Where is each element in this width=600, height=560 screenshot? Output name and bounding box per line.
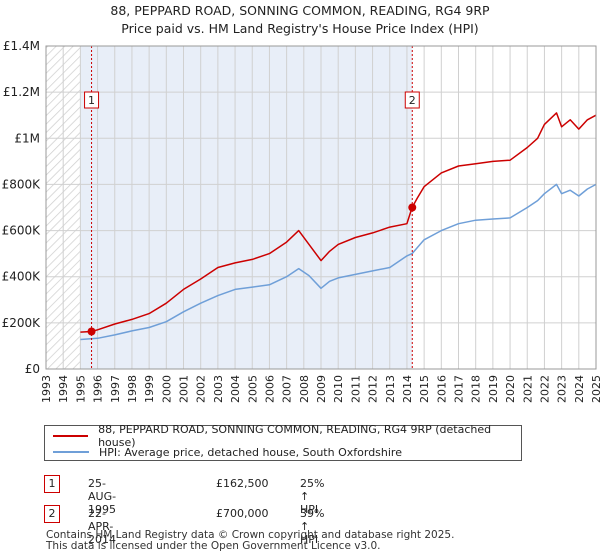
property-price-line xyxy=(80,112,597,333)
x-tick-label: 2009 xyxy=(315,375,328,403)
y-tick-label: £400K xyxy=(2,270,42,284)
y-tick-label: £200K xyxy=(2,316,42,330)
y-tick-label: £1.2M xyxy=(3,85,40,99)
x-tick-label: 2002 xyxy=(195,375,208,403)
legend-label-hpi: HPI: Average price, detached house, Sout… xyxy=(99,445,402,459)
legend-item-hpi: HPI: Average price, detached house, Sout… xyxy=(53,444,402,460)
hpi-line xyxy=(80,183,597,341)
x-tick-label: 2016 xyxy=(435,375,448,403)
legend-item-property: 88, PEPPARD ROAD, SONNING COMMON, READIN… xyxy=(53,423,521,449)
x-tick-label: 2004 xyxy=(229,375,242,403)
transaction-badge: 2 xyxy=(44,505,60,523)
transaction-marker-label: 1 xyxy=(88,94,95,107)
legend-swatch-property xyxy=(53,435,89,437)
y-tick-label: £1.4M xyxy=(3,39,40,53)
x-tick-label: 2008 xyxy=(298,375,311,403)
x-tick-label: 1997 xyxy=(109,375,122,403)
x-tick-label: 2020 xyxy=(504,375,517,403)
x-tick-label: 2010 xyxy=(332,375,345,403)
x-tick-label: 2018 xyxy=(470,375,483,403)
transaction-marker-box xyxy=(84,91,100,109)
copyright-footer: Contains HM Land Registry data © Crown c… xyxy=(46,530,454,552)
x-tick-label: 2019 xyxy=(487,375,500,403)
x-tick-label: 2003 xyxy=(212,375,225,403)
transaction-marker-box xyxy=(404,91,420,109)
x-tick-label: 2012 xyxy=(367,375,380,403)
x-tick-label: 2014 xyxy=(401,375,414,403)
x-tick-label: 1998 xyxy=(126,375,139,403)
x-tick-label: 2021 xyxy=(521,375,534,403)
x-tick-label: 2001 xyxy=(178,375,191,403)
chart-legend: 88, PEPPARD ROAD, SONNING COMMON, READIN… xyxy=(44,423,522,461)
transaction-date: 22-APR-2014 xyxy=(88,507,116,546)
y-tick-label: £0 xyxy=(25,362,40,376)
plot-border xyxy=(45,45,597,370)
legend-label-property: 88, PEPPARD ROAD, SONNING COMMON, READIN… xyxy=(98,423,492,449)
chart-title-line1: 88, PEPPARD ROAD, SONNING COMMON, READIN… xyxy=(110,3,490,18)
x-tick-label: 1996 xyxy=(92,375,105,403)
legend-swatch-hpi xyxy=(53,451,89,453)
x-tick-label: 2015 xyxy=(418,375,431,403)
y-tick-label: £800K xyxy=(2,177,42,191)
y-tick-label: £600K xyxy=(2,224,42,238)
x-tick-label: 2011 xyxy=(349,375,362,403)
y-tick-label: £1M xyxy=(14,131,40,145)
x-tick-label: 2006 xyxy=(263,375,276,403)
transaction-hpi-change: 39% ↑ HPI xyxy=(300,507,325,546)
x-tick-label: 1994 xyxy=(57,375,70,403)
chart-title-line2: Price paid vs. HM Land Registry's House … xyxy=(121,21,479,36)
x-tick-label: 2025 xyxy=(590,375,600,403)
x-tick-label: 1999 xyxy=(143,375,156,403)
x-tick-label: 2023 xyxy=(556,375,569,403)
transaction-marker-label: 2 xyxy=(409,94,416,107)
price-chart: 1 2 £0 £200K £400K £600K £800K £1M £1.2M £1.4M 19… xyxy=(2,39,600,403)
transaction-badge: 1 xyxy=(44,475,60,493)
transaction-price: £162,500 xyxy=(216,477,269,490)
x-tick-label: 2013 xyxy=(384,375,397,403)
x-tick-label: 2022 xyxy=(538,375,551,403)
x-tick-label: 2017 xyxy=(453,375,466,403)
x-tick-label: 2000 xyxy=(160,375,173,403)
x-tick-label: 1995 xyxy=(74,375,87,403)
x-tick-label: 1993 xyxy=(40,375,53,403)
x-tick-label: 2007 xyxy=(281,375,294,403)
shaded-period xyxy=(80,46,413,369)
transaction-hpi-change: 25% ↑ HPI xyxy=(300,477,325,516)
transaction-point xyxy=(408,203,417,212)
footer-line2: This data is licensed under the Open Gov… xyxy=(46,540,381,552)
transaction-price: £700,000 xyxy=(216,507,269,520)
chart-title: 88, PEPPARD ROAD, SONNING COMMON, READIN… xyxy=(0,2,600,38)
transaction-point xyxy=(87,327,96,336)
x-tick-label: 2005 xyxy=(246,375,259,403)
transaction-date: 25-AUG-1995 xyxy=(88,477,117,516)
x-tick-label: 2024 xyxy=(573,375,586,403)
footer-line1: Contains HM Land Registry data © Crown c… xyxy=(46,529,455,541)
